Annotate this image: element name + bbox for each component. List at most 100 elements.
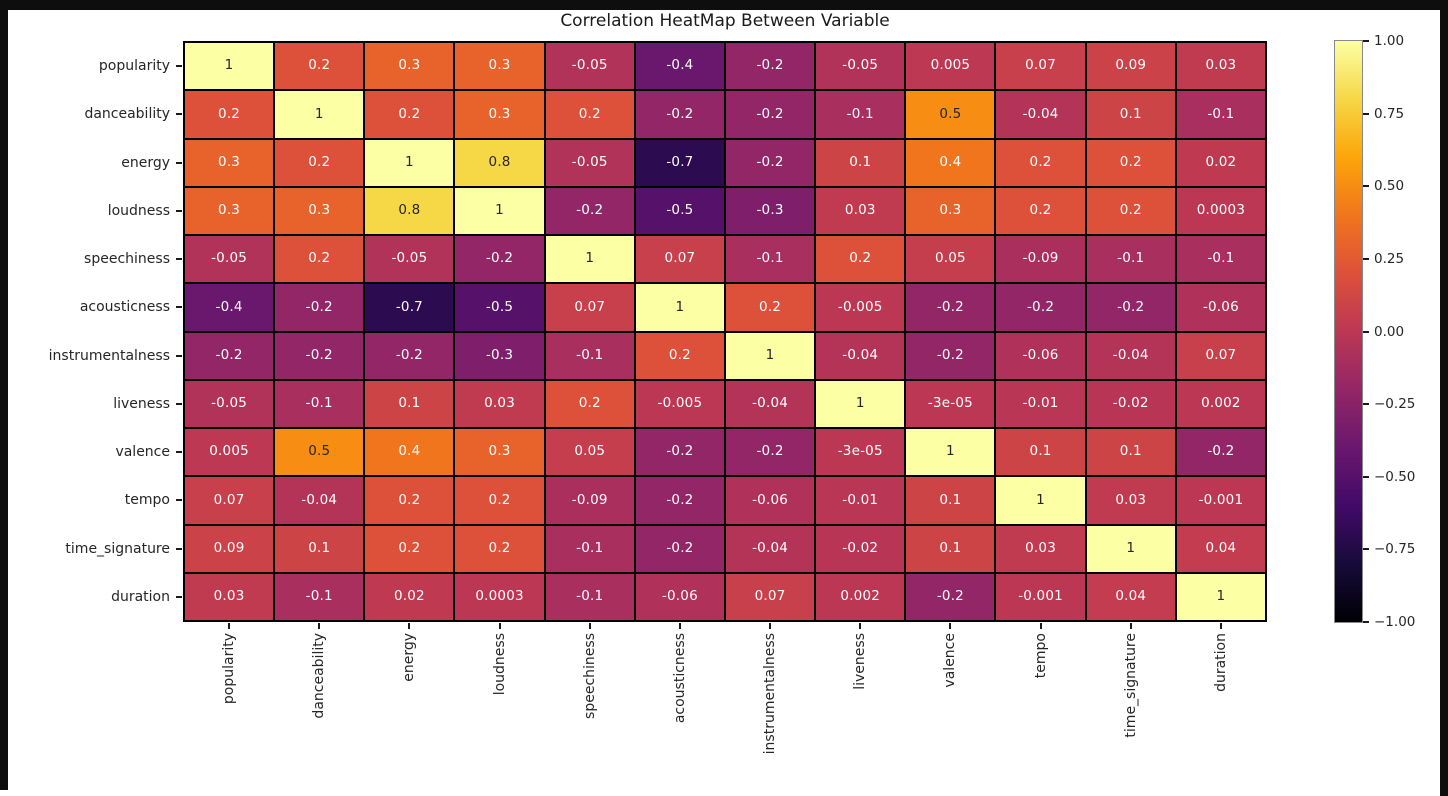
heatmap-cell: 0.07 xyxy=(545,284,634,331)
heatmap-cell: 0.8 xyxy=(455,139,544,186)
heatmap-cell: -0.2 xyxy=(725,91,815,138)
heatmap-cell: 0.1 xyxy=(996,429,1085,476)
colorbar-tick-label: −0.50 xyxy=(1374,468,1416,485)
y-tick-mark xyxy=(176,161,182,164)
colorbar-tick-mark xyxy=(1363,257,1369,260)
heatmap-cell: -0.05 xyxy=(545,139,634,186)
heatmap-cell: 0.2 xyxy=(275,139,364,186)
heatmap-cell: -0.2 xyxy=(275,332,364,379)
heatmap-grid: 1 0.2 0.3 0.3 -0.05 -0.4 -0.2 -0.05 0.005 0.07 0.0… xyxy=(183,41,1267,622)
heatmap-cell: -0.1 xyxy=(816,91,905,138)
y-axis-label: tempo xyxy=(124,492,170,509)
heatmap-cell: -0.2 xyxy=(725,43,815,90)
heatmap-cell: 0.03 xyxy=(1086,477,1175,524)
heatmap-cell: 0.2 xyxy=(455,477,544,524)
x-axis-label: speechiness xyxy=(581,633,598,719)
heatmap-cell: -0.1 xyxy=(1176,91,1265,138)
heatmap-cell: 1 xyxy=(1176,573,1265,620)
heatmap-cell: -0.2 xyxy=(906,573,995,620)
colorbar-tick-label: 0.50 xyxy=(1374,178,1405,195)
heatmap-cell: -0.2 xyxy=(725,429,815,476)
heatmap-cell: 1 xyxy=(275,91,364,138)
heatmap-cell: 0.2 xyxy=(545,380,634,427)
heatmap-cell: -0.06 xyxy=(635,573,724,620)
heatmap-cell: 0.1 xyxy=(906,525,995,572)
heatmap-cell: 0.2 xyxy=(365,91,454,138)
y-tick-mark xyxy=(176,209,182,212)
x-axis-label: instrumentalness xyxy=(762,633,779,755)
heatmap-cell: -0.06 xyxy=(1176,284,1265,331)
y-axis-label: duration xyxy=(111,588,170,605)
colorbar-tick-label: 0.75 xyxy=(1374,105,1405,122)
heatmap-cell: 0.2 xyxy=(185,91,274,138)
heatmap-cell: -0.09 xyxy=(996,236,1085,283)
heatmap-cell: -0.1 xyxy=(275,380,364,427)
heatmap-cell: 0.4 xyxy=(906,139,995,186)
heatmap-cell: 0.07 xyxy=(996,43,1085,90)
heatmap-cell: -0.05 xyxy=(185,380,274,427)
heatmap-cell: 0.002 xyxy=(1176,380,1265,427)
heatmap-cell: 0.09 xyxy=(185,525,274,572)
y-tick-mark xyxy=(176,65,182,68)
heatmap-cell: -0.001 xyxy=(996,573,1085,620)
colorbar-tick-label: 0.25 xyxy=(1374,250,1405,267)
heatmap-cell: -0.1 xyxy=(1176,236,1265,283)
heatmap-cell: -0.2 xyxy=(725,139,815,186)
x-tick-mark xyxy=(318,623,321,629)
heatmap-cell: 0.2 xyxy=(365,525,454,572)
y-tick-mark xyxy=(176,547,182,550)
heatmap-cell: 0.2 xyxy=(816,236,905,283)
heatmap-cell: -0.7 xyxy=(365,284,454,331)
heatmap-cell: 0.3 xyxy=(185,139,274,186)
y-tick-mark xyxy=(176,499,182,502)
chart-title: Correlation HeatMap Between Variable xyxy=(560,11,890,31)
y-tick-mark xyxy=(176,306,182,309)
heatmap-cell: -0.2 xyxy=(635,91,724,138)
heatmap-cell: 1 xyxy=(816,380,905,427)
heatmap-cell: 0.8 xyxy=(365,187,454,234)
heatmap-cell: 0.2 xyxy=(365,477,454,524)
heatmap-cell: 1 xyxy=(545,236,634,283)
heatmap-cell: -0.2 xyxy=(635,429,724,476)
x-axis-label: popularity xyxy=(221,633,238,705)
heatmap-cell: -0.2 xyxy=(455,236,544,283)
colorbar-tick-label: −0.25 xyxy=(1374,396,1416,413)
y-axis-label: instrumentalness xyxy=(48,347,170,364)
x-axis-label: loudness xyxy=(491,633,508,696)
x-axis-label: liveness xyxy=(852,633,869,690)
heatmap-cell: -0.04 xyxy=(725,380,815,427)
heatmap-cell: -0.09 xyxy=(545,477,634,524)
heatmap-cell: 0.4 xyxy=(365,429,454,476)
colorbar-tick-mark xyxy=(1363,112,1369,115)
heatmap-cell: -0.04 xyxy=(816,332,905,379)
x-axis-label: tempo xyxy=(1032,633,1049,679)
colorbar-tick-mark xyxy=(1363,403,1369,406)
heatmap-cell: 1 xyxy=(635,284,724,331)
heatmap-cell: -0.2 xyxy=(906,332,995,379)
heatmap-cell: 0.3 xyxy=(365,43,454,90)
x-tick-mark xyxy=(1039,623,1042,629)
heatmap-cell: 0.2 xyxy=(545,91,634,138)
heatmap-cell: 0.3 xyxy=(185,187,274,234)
heatmap-cell: 1 xyxy=(725,332,815,379)
heatmap-cell: 0.2 xyxy=(635,332,724,379)
x-tick-mark xyxy=(1129,623,1132,629)
heatmap-cell: 1 xyxy=(996,477,1085,524)
heatmap-cell: 0.2 xyxy=(275,236,364,283)
heatmap-cell: 0.0003 xyxy=(1176,187,1265,234)
y-axis-label: speechiness xyxy=(84,251,170,268)
heatmap-cell: 0.03 xyxy=(816,187,905,234)
y-axis-label: popularity xyxy=(98,58,170,75)
colorbar-tick-mark xyxy=(1363,330,1369,333)
x-axis-label: valence xyxy=(942,633,959,688)
heatmap-cell: 0.04 xyxy=(1176,525,1265,572)
colorbar-tick-label: −0.75 xyxy=(1374,541,1416,558)
heatmap-cell: -0.05 xyxy=(545,43,634,90)
heatmap-cell: 0.2 xyxy=(455,525,544,572)
x-tick-mark xyxy=(1219,623,1222,629)
heatmap-cell: 1 xyxy=(185,43,274,90)
heatmap-cell: 0.07 xyxy=(1176,332,1265,379)
heatmap-cell: -0.04 xyxy=(1086,332,1175,379)
heatmap-cell: 0.005 xyxy=(185,429,274,476)
heatmap-cell: 0.2 xyxy=(1086,139,1175,186)
